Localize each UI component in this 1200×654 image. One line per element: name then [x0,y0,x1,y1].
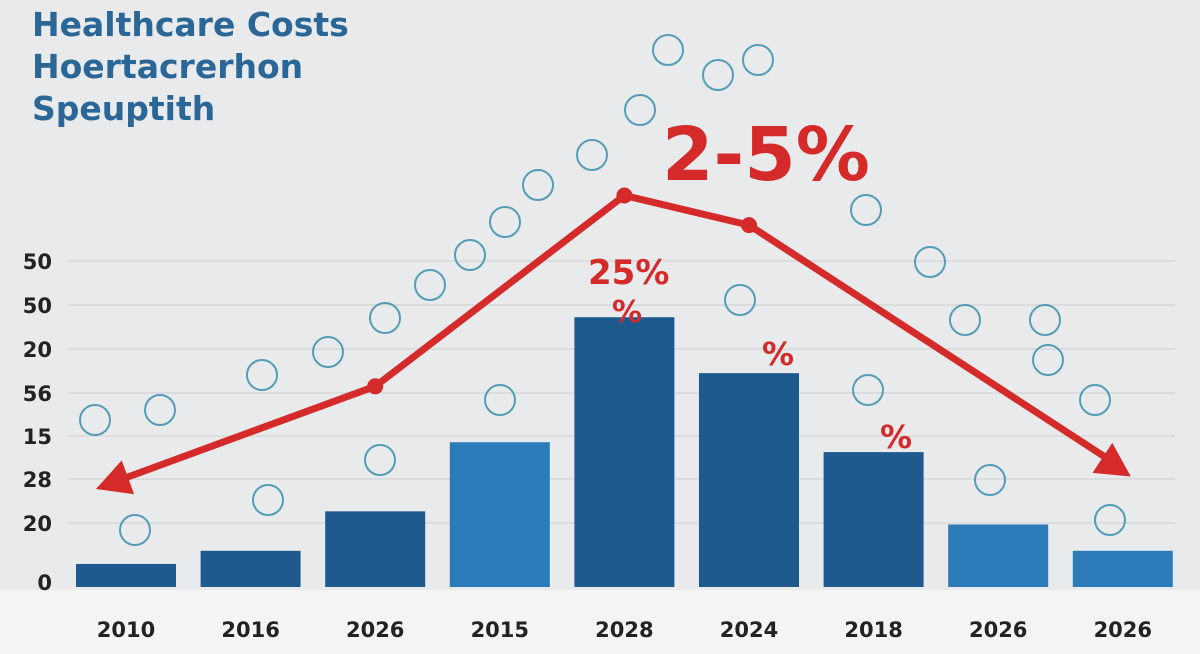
coins-icon [79,404,111,436]
doctor-icon [624,94,656,126]
annotation-big-percent: 2-5% [662,112,870,198]
annotation-25-percent: 25% [588,253,669,293]
chat-bubble-icon [1029,304,1061,336]
x-tick-label: 2028 [595,618,653,642]
doctor-icon [252,484,284,516]
trend-point [741,217,757,234]
heart-icon [414,269,446,301]
medical-clipboard-icon [144,394,176,426]
x-tick-label: 2026 [969,618,1027,642]
footer-band [0,590,1200,654]
chat-bubble-icon [652,34,684,66]
trend-point [367,378,384,395]
x-tick-label: 2016 [221,618,279,642]
person-icon [1032,344,1064,376]
y-tick-label: 56 [23,382,52,406]
person-icon [914,246,946,278]
title-line-3: Speuptith [32,89,216,128]
bar-2026 [1072,550,1173,587]
y-tick-label: 15 [23,425,52,449]
x-tick-label: 2024 [720,618,778,642]
bar-2016 [200,550,301,587]
bar-2026 [325,511,426,587]
title-line-2: Hoertacrerhon [32,47,304,86]
medical-clipboard-icon [974,464,1006,496]
syringe-icon [454,239,486,271]
x-tick-label: 2010 [97,618,155,642]
y-tick-label: 20 [23,512,52,536]
medical-clipboard-icon [1094,504,1126,536]
chart-title: Healthcare Costs Hoertacrerhon Speuptith [32,4,349,130]
y-tick-label: 50 [23,294,52,318]
doctor-icon [852,374,884,406]
y-tick-label: 50 [23,250,52,274]
bar-2018 [823,452,924,587]
doctor-icon [724,284,756,316]
bar-2010 [76,563,176,587]
medical-clipboard-icon [850,194,882,226]
trend-point [616,187,633,204]
medical-clipboard-icon [576,139,608,171]
x-tick-label: 2026 [346,618,404,642]
person-icon [119,514,151,546]
bar-2026 [948,524,1049,587]
checklist-icon [364,444,396,476]
bar-2024 [699,373,799,587]
doctor-icon [742,44,774,76]
medical-book-icon [1079,384,1111,416]
arrow-head-left [96,460,135,495]
chat-bubble-icon [522,169,554,201]
y-tick-label: 20 [23,338,52,362]
chat-bubble-icon [949,304,981,336]
thermometer-icon [702,59,734,91]
checklist-icon [484,384,516,416]
annotation-percent-1: % [612,295,642,330]
y-tick-label: 0 [37,571,52,595]
bar-2015 [449,442,550,587]
checklist-icon [489,206,521,238]
x-tick-label: 2015 [471,618,529,642]
arrow-head-right [1092,442,1131,477]
x-tick-label: 2026 [1094,618,1152,642]
y-tick-label: 28 [23,468,52,492]
person-icon [312,336,344,368]
x-tick-label: 2018 [844,618,902,642]
annotation-percent-2: % [762,335,794,373]
title-line-1: Healthcare Costs [32,5,349,44]
coins-icon [246,359,278,391]
annotation-percent-3: % [880,418,912,456]
bar-2028 [574,317,675,587]
doctor-icon [369,302,401,334]
